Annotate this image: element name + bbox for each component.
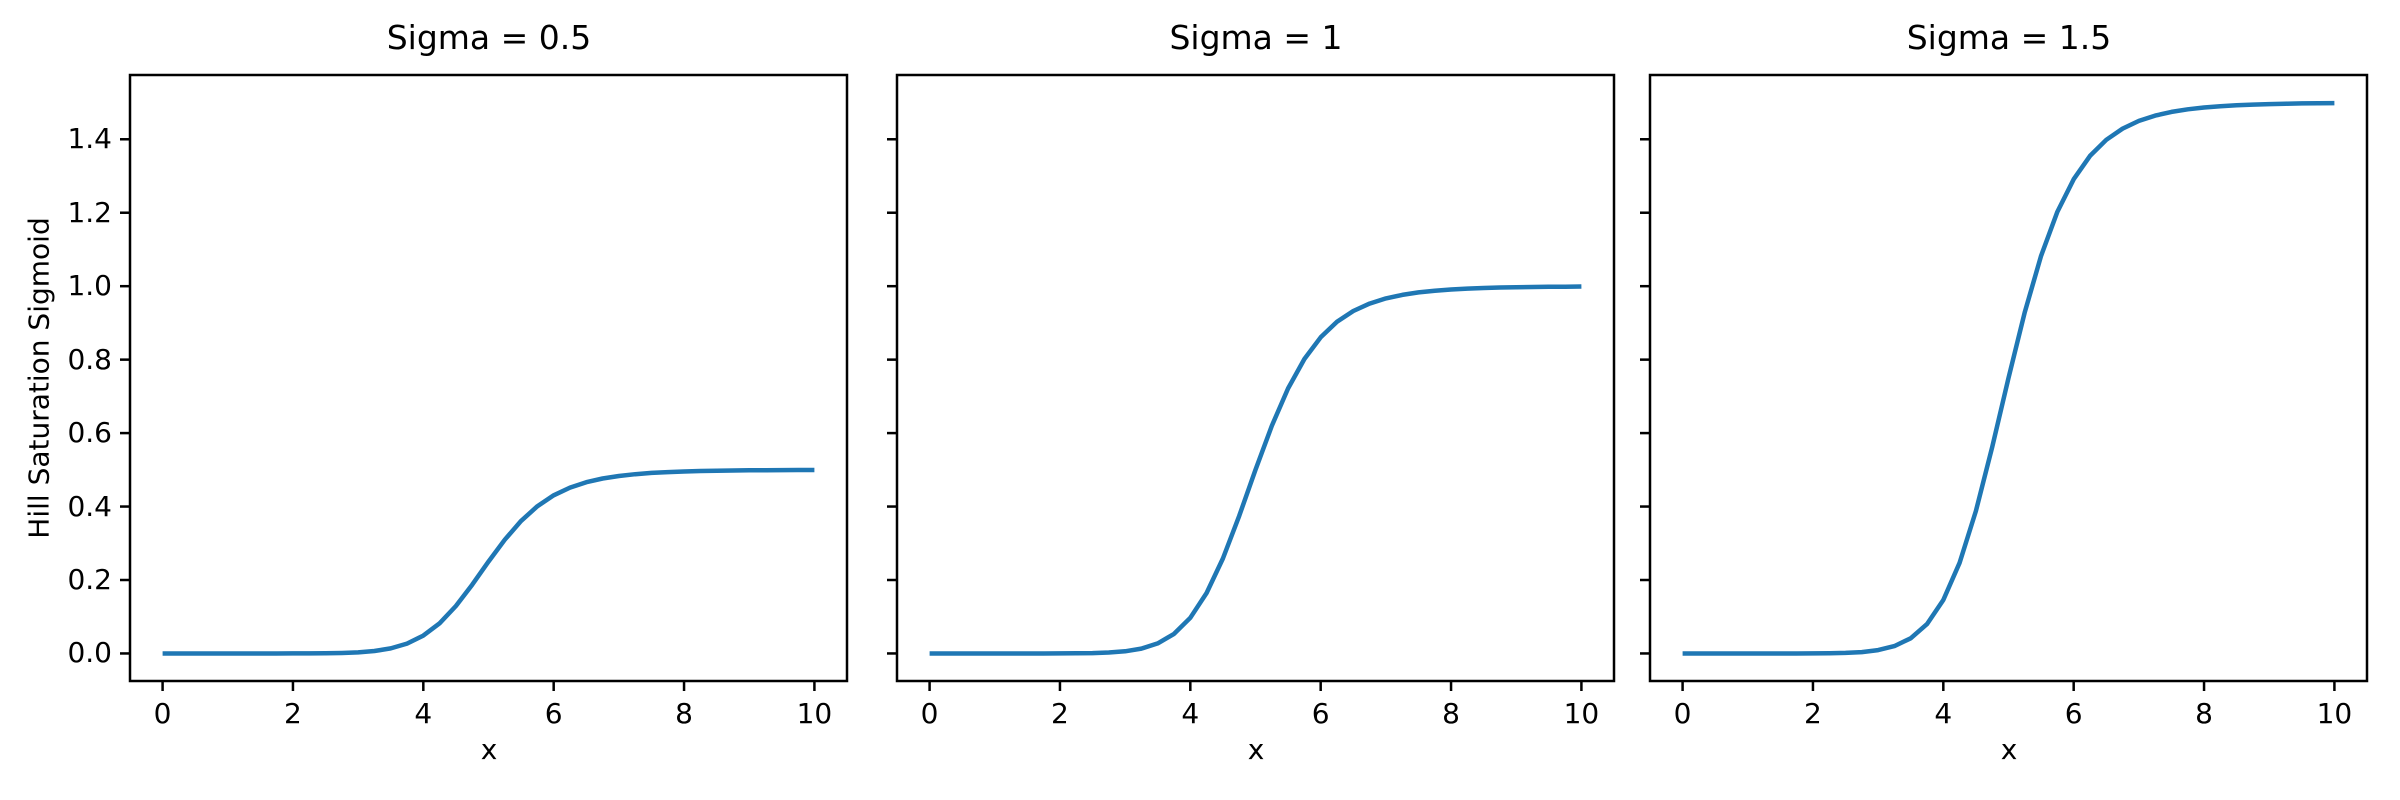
x-tick-label: 10: [796, 697, 833, 730]
y-axis-label: Hill Saturation Sigmoid: [22, 217, 56, 539]
x-tick-label: 0: [920, 697, 939, 730]
sigmoid-curve: [162, 467, 815, 656]
x-tick-label: 8: [675, 697, 693, 730]
x-axis-label: x: [1247, 733, 1265, 766]
axes-spines: [128, 73, 849, 683]
x-tick-label: 8: [1442, 697, 1460, 730]
x-tick-label: 2: [1051, 697, 1069, 730]
y-tick-label: 0.8: [67, 342, 112, 376]
x-tick-label: 4: [1934, 697, 1953, 730]
subplot-title-sigma-1: Sigma = 1: [1169, 18, 1343, 57]
x-axis-label: x: [480, 733, 498, 766]
x-tick-label: 8: [2195, 697, 2213, 730]
sigmoid-curve: [929, 284, 1582, 656]
y-tick-label: 0.4: [67, 489, 112, 523]
x-tick-label: 2: [284, 697, 302, 730]
x-tick-label: 6: [1311, 697, 1330, 730]
x-tick-label: 6: [2064, 697, 2083, 730]
y-tick-label: 1.2: [67, 195, 112, 229]
x-tick-label: 10: [1563, 697, 1600, 730]
x-axis-label: x: [2000, 733, 2018, 766]
y-tick-label: 0.6: [67, 416, 112, 450]
subplot-title-sigma-0.5: Sigma = 0.5: [386, 18, 592, 57]
sigmoid-curve: [1682, 100, 2335, 656]
x-tick-label: 4: [414, 697, 433, 730]
x-tick-label: 4: [1181, 697, 1200, 730]
x-tick-label: 2: [1804, 697, 1822, 730]
y-tick-label: 1.4: [67, 122, 112, 156]
y-tick-label: 1.0: [67, 269, 112, 303]
subplot-title-sigma-1.5: Sigma = 1.5: [1906, 18, 2112, 57]
y-tick-label: 0.2: [67, 563, 112, 596]
x-tick-label: 10: [2316, 697, 2353, 730]
x-tick-label: 0: [1673, 697, 1692, 730]
x-tick-label: 0: [153, 697, 172, 730]
axes-spines: [1648, 73, 2369, 683]
x-tick-label: 6: [544, 697, 563, 730]
axes-spines: [895, 73, 1616, 683]
y-tick-label: 0.0: [67, 636, 112, 670]
